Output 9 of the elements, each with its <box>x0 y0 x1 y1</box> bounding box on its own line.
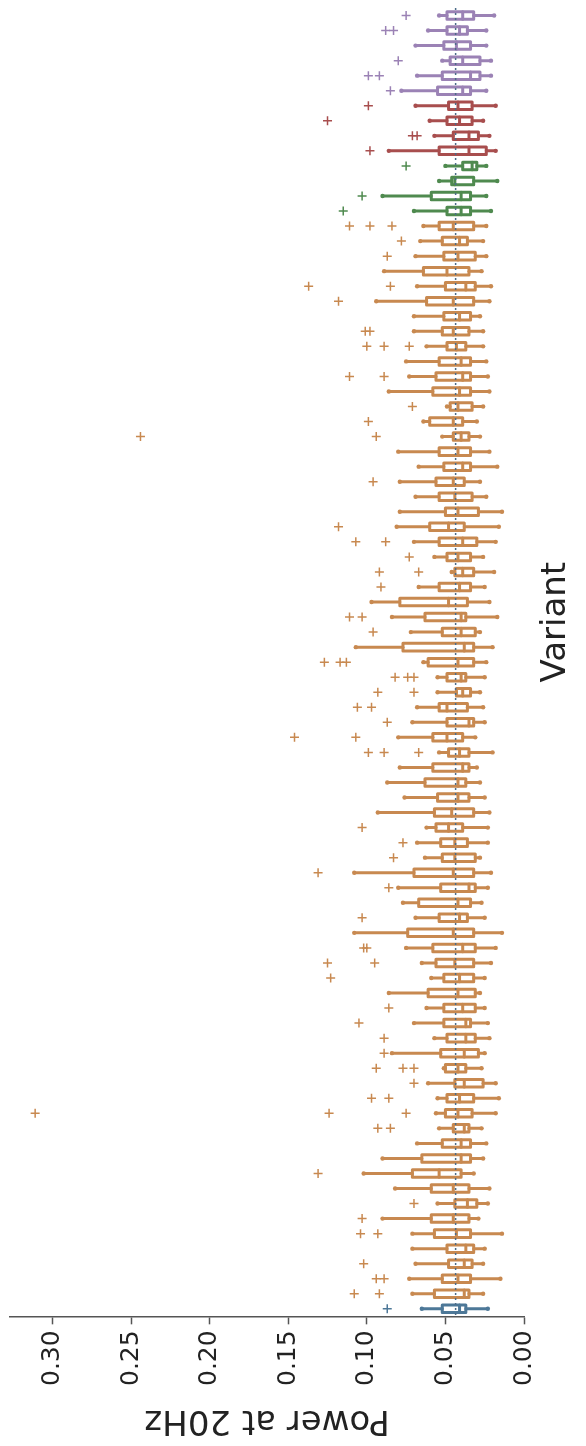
x-tick-label: 0.05 <box>428 1330 458 1387</box>
x-tick-label: 0.15 <box>271 1330 301 1387</box>
x-axis-title: Power at 20Hz <box>144 1403 390 1444</box>
x-tick-label: 0.00 <box>507 1330 537 1387</box>
y-axis-title: Variant <box>532 561 573 683</box>
x-tick-label: 0.30 <box>35 1330 65 1387</box>
x-tick-label: 0.25 <box>114 1330 144 1387</box>
x-tick-label: 0.20 <box>193 1330 223 1387</box>
x-tick-label: 0.10 <box>350 1330 380 1387</box>
